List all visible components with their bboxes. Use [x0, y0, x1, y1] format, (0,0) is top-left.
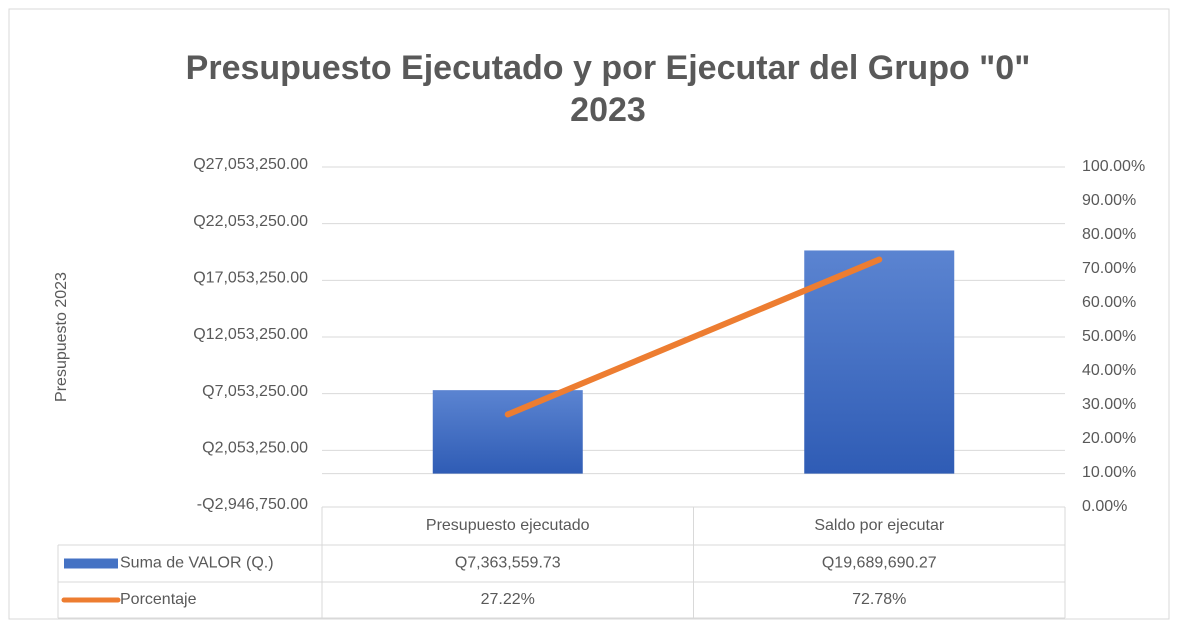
- table-value: Q7,363,559.73: [455, 555, 561, 572]
- y-tick-label: Q12,053,250.00: [193, 326, 308, 343]
- chart-title: Presupuesto Ejecutado y por Ejecutar del…: [186, 49, 1031, 87]
- y-tick-label: Q27,053,250.00: [193, 156, 308, 173]
- y-axis-title: Presupuesto 2023: [53, 272, 70, 402]
- x-tick-label: Presupuesto ejecutado: [426, 517, 590, 534]
- y2-tick-label: 0.00%: [1082, 498, 1127, 515]
- y2-tick-label: 10.00%: [1082, 464, 1136, 481]
- bar: [432, 390, 583, 474]
- legend-key: [64, 558, 118, 569]
- table-value: 72.78%: [852, 591, 906, 608]
- y2-tick-label: 50.00%: [1082, 328, 1136, 345]
- y2-tick-label: 100.00%: [1082, 158, 1145, 175]
- y2-tick-label: 60.00%: [1082, 294, 1136, 311]
- y2-tick-label: 90.00%: [1082, 192, 1136, 209]
- legend-label: Porcentaje: [120, 591, 197, 608]
- table-value: Q19,689,690.27: [822, 555, 937, 572]
- y2-tick-label: 40.00%: [1082, 362, 1136, 379]
- y-tick-label: Q17,053,250.00: [193, 270, 308, 287]
- y2-tick-label: 20.00%: [1082, 430, 1136, 447]
- y-tick-label: Q7,053,250.00: [202, 383, 308, 400]
- y-tick-label: -Q2,946,750.00: [197, 496, 308, 513]
- y2-tick-label: 30.00%: [1082, 396, 1136, 413]
- y-tick-label: Q2,053,250.00: [202, 440, 308, 457]
- bar: [804, 250, 955, 474]
- line: [504, 256, 883, 418]
- y2-tick-label: 70.00%: [1082, 260, 1136, 277]
- y2-tick-label: 80.00%: [1082, 226, 1136, 243]
- chart-title: 2023: [570, 91, 646, 129]
- chart-frame: [8, 8, 1170, 620]
- legend-label: Suma de VALOR (Q.): [120, 555, 274, 572]
- table-value: 27.22%: [481, 591, 535, 608]
- x-tick-label: Saldo por ejecutar: [814, 517, 945, 534]
- y-tick-label: Q22,053,250.00: [193, 213, 308, 230]
